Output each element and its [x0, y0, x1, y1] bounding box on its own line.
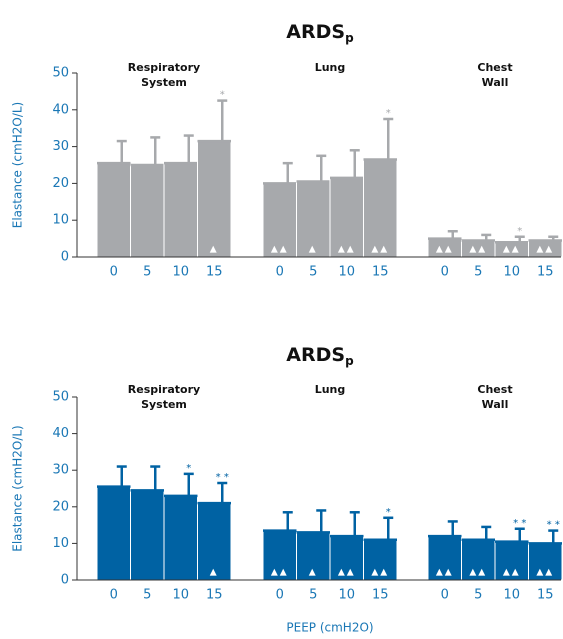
chart-title: ARDSp	[286, 21, 354, 45]
x-tick-label: 5	[143, 588, 151, 603]
significance-star: *	[220, 90, 225, 101]
bar	[163, 162, 198, 258]
significance-star: *	[386, 507, 391, 518]
x-tick-label: 10	[172, 265, 189, 280]
significance-star: *	[517, 226, 522, 237]
bar	[163, 495, 198, 581]
significance-triangle: ▲▲	[469, 568, 487, 578]
group-label: Lung	[315, 61, 346, 74]
y-tick-label: 0	[61, 573, 69, 588]
x-tick-label: 15	[537, 588, 554, 603]
x-axis-label: PEEP (cmH2O)	[286, 621, 373, 635]
significance-triangle: ▲▲	[536, 245, 554, 255]
y-tick-label: 30	[52, 463, 69, 478]
x-tick-label: 15	[372, 588, 389, 603]
bar	[197, 140, 232, 258]
significance-triangle: ▲	[309, 245, 318, 255]
y-tick-label: 30	[52, 139, 69, 154]
y-tick-label: 50	[52, 390, 69, 405]
group-label: Chest Wall	[477, 61, 512, 89]
x-tick-label: 5	[309, 588, 317, 603]
y-axis-label: Elastance (cmH2O/L)	[11, 425, 25, 551]
significance-triangle: ▲▲	[536, 568, 554, 578]
significance-triangle: ▲▲	[271, 245, 289, 255]
significance-star: * *	[513, 518, 526, 529]
x-tick-label: 0	[276, 588, 284, 603]
x-tick-label: 15	[206, 588, 223, 603]
significance-triangle: ▲	[210, 245, 219, 255]
x-tick-label: 0	[441, 265, 449, 280]
x-tick-label: 10	[338, 265, 355, 280]
bar	[296, 531, 331, 581]
bar	[363, 158, 398, 258]
bar	[427, 535, 462, 581]
significance-star: * *	[547, 520, 560, 531]
bar	[296, 181, 331, 258]
significance-star: *	[386, 108, 391, 119]
x-tick-label: 10	[338, 588, 355, 603]
y-tick-label: 20	[52, 499, 69, 514]
significance-triangle: ▲▲	[469, 245, 487, 255]
y-tick-label: 20	[52, 176, 69, 191]
x-tick-label: 15	[206, 265, 223, 280]
title-text: ARDS	[286, 21, 345, 43]
significance-triangle: ▲▲	[436, 245, 454, 255]
title-subscript: p	[345, 354, 354, 368]
bar	[197, 502, 232, 581]
y-tick-label: 40	[52, 426, 69, 441]
bar	[96, 486, 131, 581]
significance-triangle: ▲	[309, 568, 318, 578]
x-tick-label: 5	[143, 265, 151, 280]
group-label: Respiratory System	[128, 61, 200, 89]
significance-star: * *	[216, 472, 229, 483]
group-label: Respiratory System	[128, 383, 200, 411]
bar	[363, 539, 398, 581]
x-tick-label: 0	[110, 588, 118, 603]
bar	[329, 535, 364, 581]
y-tick-label: 10	[52, 213, 69, 228]
bar	[130, 489, 165, 581]
x-tick-label: 0	[110, 265, 118, 280]
x-tick-label: 5	[309, 265, 317, 280]
y-axis-label: Elastance (cmH2O/L)	[11, 102, 25, 228]
x-tick-label: 0	[276, 265, 284, 280]
y-tick-label: 10	[52, 536, 69, 551]
bar	[96, 162, 131, 258]
x-tick-label: 10	[503, 265, 520, 280]
y-tick-label: 0	[61, 250, 69, 265]
x-tick-label: 15	[372, 265, 389, 280]
bar	[130, 164, 165, 258]
significance-triangle: ▲	[210, 568, 219, 578]
significance-triangle: ▲▲	[371, 245, 389, 255]
significance-triangle: ▲▲	[371, 568, 389, 578]
x-tick-label: 5	[474, 265, 482, 280]
x-tick-label: 15	[537, 265, 554, 280]
significance-star: *	[186, 463, 191, 474]
significance-triangle: ▲▲	[503, 568, 521, 578]
title-subscript: p	[345, 31, 354, 45]
y-tick-label: 40	[52, 102, 69, 117]
title-text: ARDS	[286, 344, 345, 366]
x-tick-label: 10	[503, 588, 520, 603]
group-label: Lung	[315, 383, 346, 396]
significance-triangle: ▲▲	[338, 245, 356, 255]
x-tick-label: 0	[441, 588, 449, 603]
y-tick-label: 50	[52, 66, 69, 81]
group-label: Chest Wall	[477, 383, 512, 411]
chart-title: ARDSp	[286, 344, 354, 368]
significance-triangle: ▲▲	[338, 568, 356, 578]
significance-triangle: ▲▲	[436, 568, 454, 578]
x-tick-label: 10	[172, 588, 189, 603]
significance-triangle: ▲▲	[503, 245, 521, 255]
x-tick-label: 5	[474, 588, 482, 603]
significance-triangle: ▲▲	[271, 568, 289, 578]
bar	[329, 177, 364, 258]
